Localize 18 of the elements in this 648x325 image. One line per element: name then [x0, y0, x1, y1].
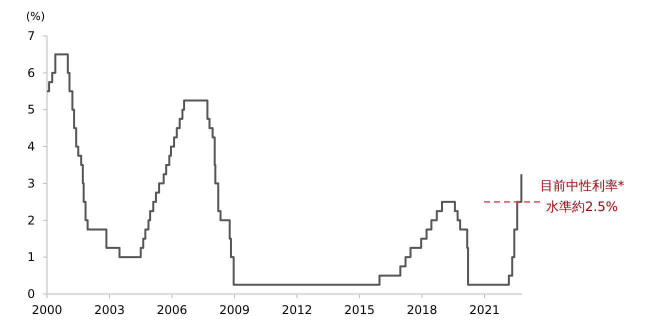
y-tick-label: 0: [27, 287, 35, 301]
x-tick-label: 2006: [156, 303, 188, 317]
y-tick-label: 2: [27, 213, 35, 228]
x-tick-label: 2021: [469, 303, 500, 317]
x-tick-label: 2009: [219, 303, 250, 317]
ref-line-label: 目前中性利率* 水準約2.5%: [540, 178, 625, 215]
x-tick-label: 2012: [282, 303, 312, 317]
y-tick-label: 6: [27, 66, 35, 80]
y-tick-label: 1: [27, 250, 35, 264]
y-tick-label: 4: [27, 140, 35, 154]
x-tick-label: 2003: [94, 303, 125, 317]
x-tick-label: 2018: [406, 303, 438, 317]
y-axis-title: (%): [26, 10, 46, 23]
y-tick-label: 7: [27, 29, 35, 43]
y-tick-label: 5: [27, 102, 35, 117]
x-tick-label: 2015: [344, 303, 375, 317]
x-tick-label: 2000: [32, 303, 62, 317]
y-tick-label: 3: [27, 176, 35, 190]
